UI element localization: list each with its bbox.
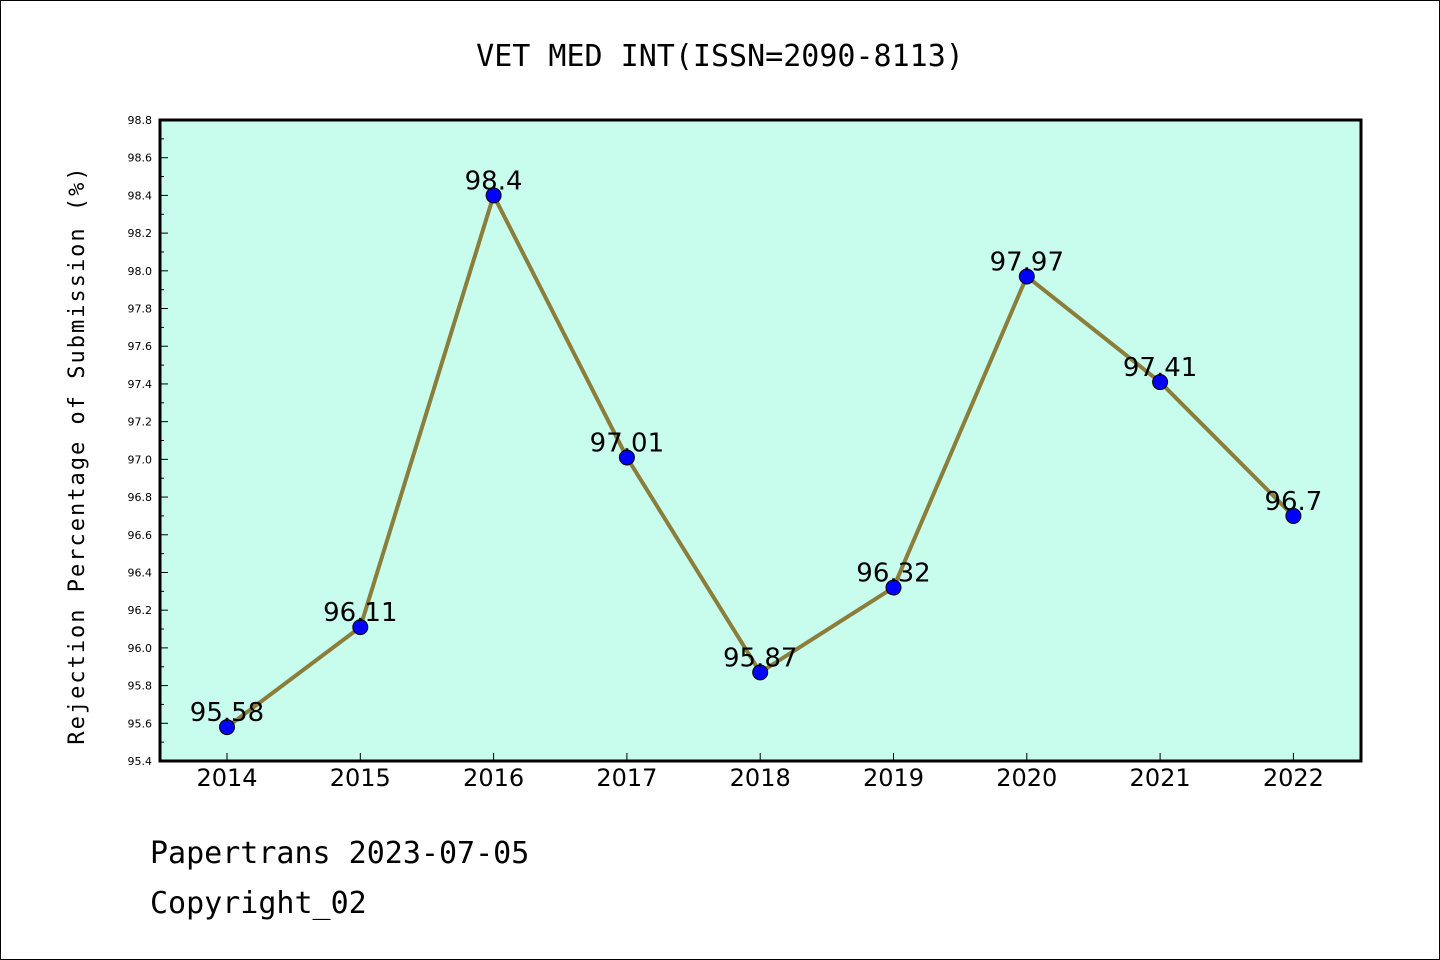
y-tick-label: 97.4 — [128, 378, 153, 391]
data-label: 97.41 — [1123, 353, 1197, 383]
y-tick-label: 95.4 — [128, 755, 153, 768]
x-tick-label: 2017 — [596, 764, 657, 792]
chart-title: VET MED INT(ISSN=2090-8113) — [476, 39, 964, 74]
y-tick-label: 96.8 — [128, 491, 153, 504]
data-label: 95.87 — [723, 643, 797, 673]
y-tick-label: 98.6 — [128, 152, 153, 165]
data-label: 97.97 — [990, 247, 1064, 277]
x-tick-label: 2021 — [1130, 764, 1191, 792]
x-tick-label: 2018 — [730, 764, 791, 792]
line-chart: VET MED INT(ISSN=2090-8113) Rejection Pe… — [0, 0, 1440, 960]
y-tick-label: 96.0 — [128, 642, 153, 655]
y-tick-label: 97.2 — [128, 416, 153, 429]
footer-copyright: Copyright_02 — [150, 886, 367, 921]
y-tick-label: 96.6 — [128, 529, 153, 542]
data-label: 95.58 — [190, 698, 264, 728]
y-tick-label: 97.0 — [128, 453, 153, 466]
y-tick-label: 97.8 — [128, 303, 153, 316]
x-tick-label: 2014 — [196, 764, 257, 792]
x-tick-label: 2022 — [1263, 764, 1324, 792]
data-label: 96.32 — [856, 559, 930, 589]
y-tick-label: 97.6 — [128, 340, 153, 353]
y-tick-label: 95.6 — [128, 717, 153, 730]
x-tick-label: 2020 — [996, 764, 1057, 792]
footer-date: Papertrans 2023-07-05 — [150, 836, 529, 871]
data-label: 96.7 — [1264, 487, 1322, 517]
data-label: 98.4 — [465, 166, 523, 196]
x-tick-label: 2016 — [463, 764, 524, 792]
x-tick-label: 2015 — [330, 764, 391, 792]
y-tick-label: 98.8 — [128, 114, 153, 127]
y-tick-label: 98.4 — [128, 189, 153, 202]
y-axis-label: Rejection Percentage of Submission (%) — [65, 165, 90, 744]
y-tick-label: 96.4 — [128, 566, 153, 579]
y-tick-label: 95.8 — [128, 680, 153, 693]
y-tick-label: 96.2 — [128, 604, 153, 617]
data-label: 96.11 — [323, 598, 397, 628]
x-tick-label: 2019 — [863, 764, 924, 792]
y-tick-label: 98.2 — [128, 227, 153, 240]
data-label: 97.01 — [590, 428, 664, 458]
y-tick-label: 98.0 — [128, 265, 153, 278]
